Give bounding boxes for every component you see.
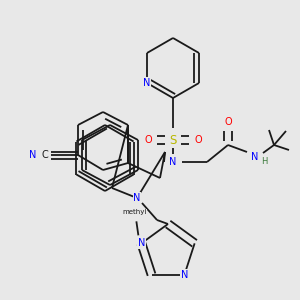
Text: C: C	[42, 150, 48, 160]
Text: S: S	[169, 134, 177, 146]
Text: O: O	[194, 135, 202, 145]
Text: N: N	[29, 150, 37, 160]
Text: methyl: methyl	[122, 209, 147, 215]
Text: N: N	[181, 270, 188, 280]
Text: N: N	[251, 152, 259, 162]
Text: O: O	[224, 117, 232, 127]
Text: N: N	[133, 193, 141, 203]
Text: N: N	[143, 78, 151, 88]
Text: H: H	[261, 158, 267, 166]
Text: N: N	[138, 238, 145, 248]
Text: O: O	[144, 135, 152, 145]
Text: N: N	[169, 157, 177, 167]
